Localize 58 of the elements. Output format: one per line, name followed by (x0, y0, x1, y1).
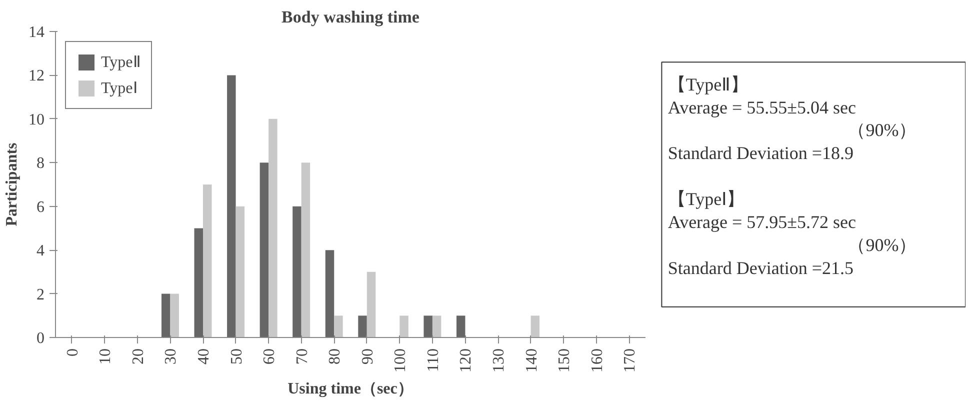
x-tick-label: 130 (490, 348, 508, 372)
bar (325, 250, 334, 338)
x-tick-label: 70 (294, 348, 311, 364)
x-tick-label: 30 (162, 348, 180, 364)
y-tick-label: 12 (28, 68, 44, 85)
x-tick-label: 120 (458, 348, 475, 372)
text: 【TypeⅡ】 (668, 74, 749, 94)
y-tick-label: 0 (36, 330, 44, 347)
text: （90%） (848, 120, 917, 140)
x-tick-label: 90 (359, 348, 376, 364)
x-tick-label: 80 (326, 348, 344, 364)
x-tick-label: 140 (523, 348, 540, 372)
text: Average = 55.55±5.04 sec (668, 97, 856, 118)
bar (170, 294, 179, 338)
bar (227, 75, 236, 338)
x-tick-label: 50 (228, 348, 246, 364)
y-tick-label: 14 (28, 24, 44, 41)
text: （90%） (848, 234, 917, 255)
x-tick-label: 150 (556, 348, 574, 372)
bar (203, 184, 212, 338)
bar (456, 316, 466, 338)
text: Standard Deviation =21.5 (668, 258, 854, 278)
y-tick-label: 2 (36, 286, 44, 304)
x-tick-label: 170 (622, 348, 639, 372)
x-tick-label: 110 (424, 348, 442, 372)
y-tick-label: 6 (36, 198, 44, 216)
bar (358, 316, 367, 338)
legend-label: TypeⅠ (101, 79, 138, 98)
bar (268, 118, 278, 338)
y-tick-label: 8 (36, 155, 44, 172)
bar (530, 316, 540, 338)
bar (334, 316, 343, 338)
bar (432, 316, 442, 338)
y-axis-title: Participants (4, 142, 20, 226)
chart-title: Body washing time (282, 8, 420, 26)
bar (161, 294, 170, 338)
bar (194, 228, 203, 338)
text: 【TypeⅠ】 (668, 189, 745, 210)
x-tick-label: 40 (196, 348, 212, 364)
x-tick-label: 10 (97, 348, 114, 364)
y-tick-label: 10 (28, 111, 44, 128)
x-axis-title: Using time（sec） (288, 380, 414, 398)
x-tick-label: 20 (130, 348, 147, 364)
bar (301, 162, 310, 338)
y-tick-label: 4 (36, 242, 44, 260)
bar (260, 162, 269, 338)
x-tick-label: 160 (588, 348, 606, 372)
text: Average = 57.95±5.72 sec (668, 212, 856, 232)
legend-label: TypeⅡ (101, 53, 141, 72)
x-tick-label: 0 (64, 348, 82, 356)
bar (424, 316, 432, 338)
text: Standard Deviation =18.9 (668, 143, 854, 164)
bar (236, 206, 245, 338)
x-tick-label: 100 (392, 348, 410, 372)
bar (292, 206, 302, 338)
bar (400, 316, 408, 338)
x-tick-label: 60 (261, 348, 278, 364)
bar (366, 272, 376, 338)
